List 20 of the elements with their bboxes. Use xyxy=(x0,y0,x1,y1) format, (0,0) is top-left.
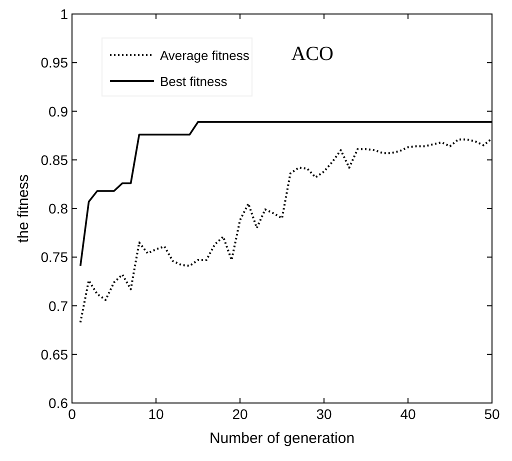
x-axis-title: Number of generation xyxy=(209,430,355,447)
y-tick-label: 0.6 xyxy=(48,395,68,411)
y-tick-label: 0.75 xyxy=(40,249,68,266)
legend-label: Average fitness xyxy=(160,48,250,63)
x-tick-label: 0 xyxy=(68,406,76,422)
y-tick-label: 0.9 xyxy=(48,103,68,120)
y-tick-label: 0.65 xyxy=(40,346,68,362)
y-axis-title: the fitness xyxy=(15,174,32,243)
x-tick-label: 40 xyxy=(400,406,416,422)
y-tick-label: 0.8 xyxy=(48,200,68,216)
x-tick-label: 30 xyxy=(316,406,332,422)
legend-label: Best fitness xyxy=(160,74,228,89)
annotation: ACO xyxy=(291,43,334,65)
y-tick-label: 0.7 xyxy=(48,298,68,314)
x-tick-label: 50 xyxy=(484,406,500,422)
x-tick-label: 20 xyxy=(232,406,248,422)
x-tick-label: 10 xyxy=(148,406,164,422)
y-tick-label: 0.85 xyxy=(40,152,68,168)
y-tick-label: 1 xyxy=(60,6,68,22)
y-tick-label: 0.95 xyxy=(40,54,68,71)
